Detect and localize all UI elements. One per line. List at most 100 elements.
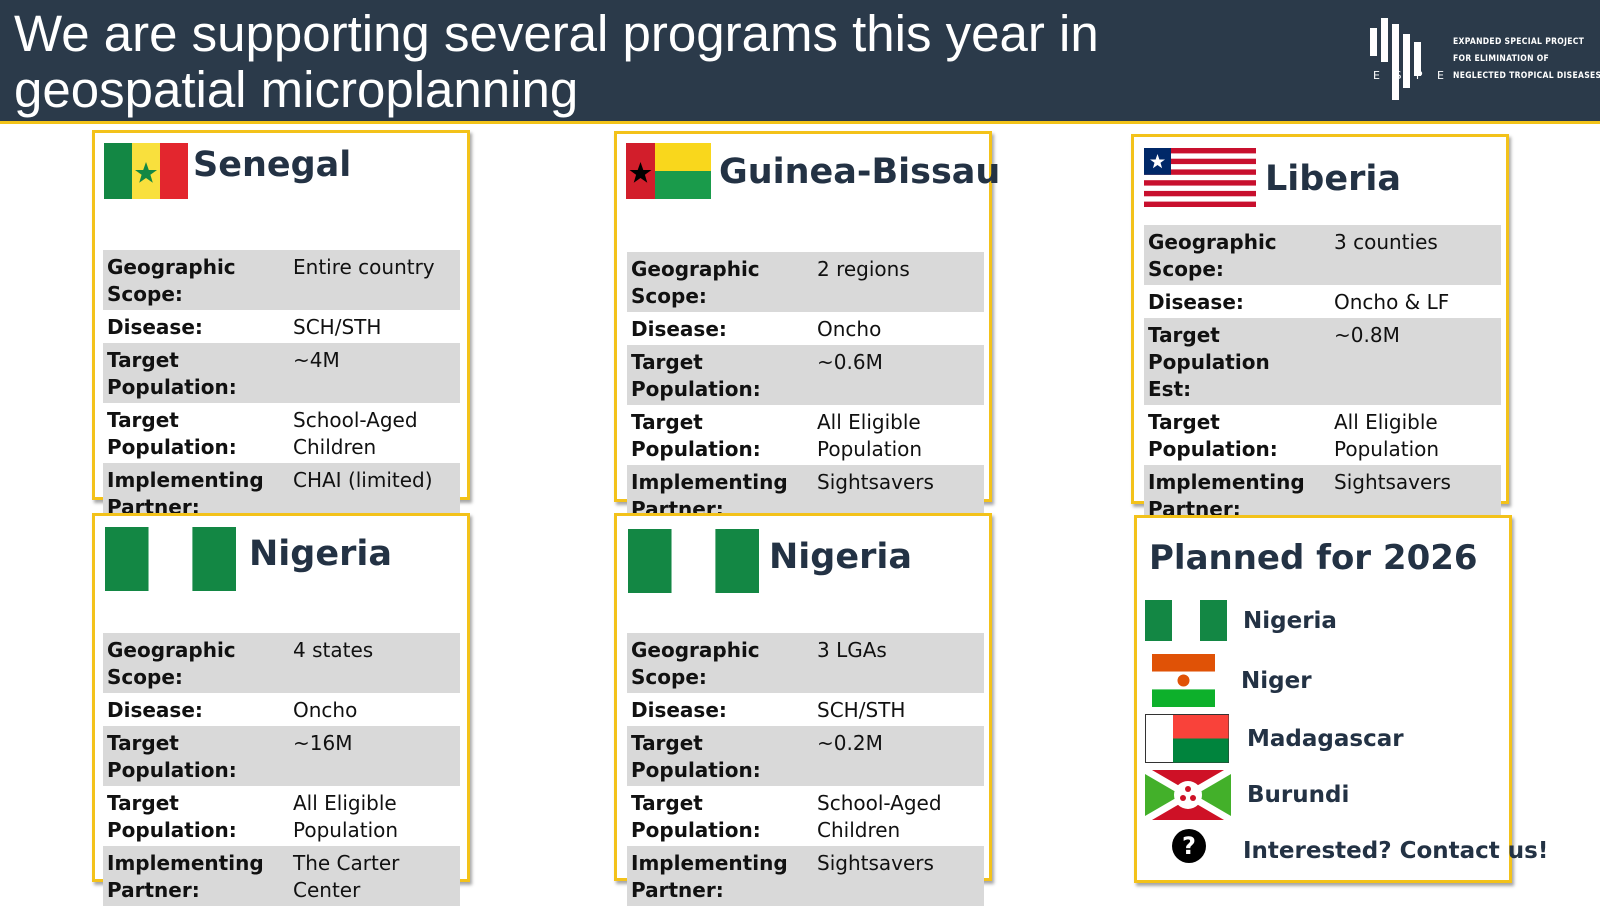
- table-row: Disease: SCH/STH: [627, 693, 984, 726]
- nigeria-flag-icon: [105, 527, 236, 591]
- field-label-line-2: Est:: [1148, 377, 1192, 401]
- field-value-line-1: The Carter: [293, 851, 400, 875]
- program-card-senegal: Senegal Geographic Scope: Entire country …: [92, 130, 470, 523]
- field-label: Target Population:: [627, 726, 813, 786]
- table-row: Target Population: School-Aged Children: [103, 403, 460, 463]
- table-row: Disease: Oncho & LF: [1144, 285, 1501, 318]
- field-label: Target Population:: [107, 791, 237, 842]
- planned-title: Planned for 2026: [1149, 538, 1478, 578]
- field-label: Target Population:: [631, 791, 761, 842]
- logo-text-line-3: NEGLECTED TROPICAL DISEASES: [1453, 71, 1600, 81]
- field-label-line-1: Target Population: [1148, 323, 1270, 374]
- planned-country-label: Burundi: [1247, 782, 1350, 808]
- table-row: Geographic Scope: Entire country: [103, 250, 460, 310]
- page-title-line-1: We are supporting several programs this …: [14, 5, 1099, 62]
- table-row: Target Population: ~16M: [103, 726, 460, 786]
- question-icon: ?: [1172, 829, 1206, 863]
- field-value: All Eligible Population: [813, 405, 984, 465]
- field-label: Target Population:: [1148, 410, 1278, 461]
- planned-country-label: Niger: [1241, 667, 1312, 694]
- field-value: 3 counties: [1330, 225, 1501, 285]
- field-label: Geographic Scope:: [1144, 225, 1330, 285]
- table-row: Implementing Partner: The Carter Center: [103, 846, 460, 906]
- field-value: ~0.8M: [1330, 318, 1501, 405]
- page-title: We are supporting several programs this …: [14, 6, 1314, 118]
- field-label: Disease:: [107, 315, 203, 339]
- field-label: Disease:: [631, 317, 727, 341]
- table-row: Geographic Scope: 2 regions: [627, 252, 984, 312]
- table-row: Target Population: School-Aged Children: [627, 786, 984, 846]
- table-row: Disease: SCH/STH: [103, 310, 460, 343]
- field-value-line-1: Sightsavers: [817, 851, 934, 875]
- field-value-line-1: All Eligible: [817, 410, 921, 434]
- table-row: Geographic Scope: 3 counties: [1144, 225, 1501, 285]
- planned-2026-card: Planned for 2026 Nigeria Niger Madagasca…: [1134, 515, 1548, 883]
- contact-us-link[interactable]: Interested? Contact us!: [1243, 838, 1549, 864]
- field-label-line-1: Implementing: [631, 851, 788, 875]
- logo-text-line-2: FOR ELIMINATION OF: [1453, 54, 1550, 64]
- field-value-line-2: Center: [293, 878, 361, 902]
- program-card-liberia: Liberia Geographic Scope: 3 counties Dise…: [1131, 134, 1509, 525]
- field-value: The Carter Center: [289, 846, 460, 906]
- espen-logo-mark: E S P E N: [1370, 18, 1467, 100]
- card-title: Nigeria: [769, 537, 912, 577]
- espen-logo-letters: E S P E N: [1373, 69, 1450, 82]
- field-label: Target Population:: [103, 343, 289, 403]
- field-value-line-1: School-Aged: [817, 791, 942, 815]
- field-label-line-1: Implementing: [107, 468, 264, 492]
- field-value: 4 states: [289, 633, 460, 693]
- guinea-bissau-flag-icon: [626, 143, 711, 199]
- niger-flag-icon: [1152, 654, 1215, 707]
- table-row: Target Population: All Eligible Population: [1144, 405, 1501, 465]
- field-label: Geographic Scope:: [627, 252, 813, 312]
- field-value-line-1: School-Aged: [293, 408, 418, 432]
- program-card-nigeria-lgas: Nigeria Geographic Scope: 3 LGAs Disease:…: [614, 513, 992, 906]
- field-label: Geographic Scope:: [627, 633, 813, 693]
- field-value: ~16M: [289, 726, 460, 786]
- field-label-line-1: Implementing: [107, 851, 264, 875]
- field-value-line-2: Population: [817, 437, 923, 461]
- table-row: Target Population: ~4M: [103, 343, 460, 403]
- liberia-flag-icon: [1144, 148, 1256, 207]
- burundi-flag-icon: [1145, 770, 1231, 820]
- field-value: All Eligible Population: [1330, 405, 1501, 465]
- table-row: Target Population: All Eligible Population: [627, 405, 984, 465]
- espen-logo-text: EXPANDED SPECIAL PROJECT FOR ELIMINATION…: [1453, 34, 1600, 85]
- field-label-line-2: Partner:: [631, 878, 724, 902]
- field-value-line-1: Sightsavers: [1334, 470, 1451, 494]
- table-row: Target Population: ~0.6M: [627, 345, 984, 405]
- planned-country-label: Madagascar: [1247, 725, 1404, 752]
- card-title: Guinea-Bissau: [719, 152, 1001, 192]
- planned-country-label: Nigeria: [1243, 607, 1337, 634]
- field-value: School-Aged Children: [813, 786, 984, 846]
- header-bar: We are supporting several programs this …: [0, 0, 1600, 124]
- field-value: Entire country: [289, 250, 460, 310]
- program-info-table: Geographic Scope: Entire country Disease:…: [103, 250, 460, 523]
- field-label: Target Population:: [107, 408, 237, 459]
- planned-item-niger: Niger: [1152, 654, 1312, 707]
- field-label: Target Population Est:: [1144, 318, 1330, 405]
- field-value: All Eligible Population: [289, 786, 460, 846]
- field-label: Target Population:: [627, 345, 813, 405]
- field-value: ~4M: [289, 343, 460, 403]
- program-info-table: Geographic Scope: 3 LGAs Disease: SCH/STH …: [627, 633, 984, 906]
- table-row: Target Population: All Eligible Population: [103, 786, 460, 846]
- field-value-line-2: Children: [293, 435, 377, 459]
- field-label: Disease:: [1148, 290, 1244, 314]
- field-value-line-1: All Eligible: [293, 791, 397, 815]
- program-card-nigeria-states: Nigeria Geographic Scope: 4 states Diseas…: [92, 513, 470, 906]
- field-label: Implementing Partner:: [103, 846, 289, 906]
- page-title-line-2: geospatial microplanning: [14, 61, 579, 118]
- field-value-line-2: Population: [1334, 437, 1440, 461]
- field-value: SCH/STH: [817, 698, 906, 722]
- field-value: ~0.6M: [813, 345, 984, 405]
- field-value: Sightsavers: [813, 846, 984, 906]
- table-row: Geographic Scope: 3 LGAs: [627, 633, 984, 693]
- table-row: Target Population Est: ~0.8M: [1144, 318, 1501, 405]
- table-row: Implementing Partner: Sightsavers: [627, 846, 984, 906]
- planned-item-madagascar: Madagascar: [1145, 714, 1404, 763]
- senegal-flag-icon: [104, 143, 188, 199]
- planned-item-nigeria: Nigeria: [1145, 600, 1337, 641]
- table-row: Target Population: ~0.2M: [627, 726, 984, 786]
- field-value: Oncho & LF: [1334, 290, 1450, 314]
